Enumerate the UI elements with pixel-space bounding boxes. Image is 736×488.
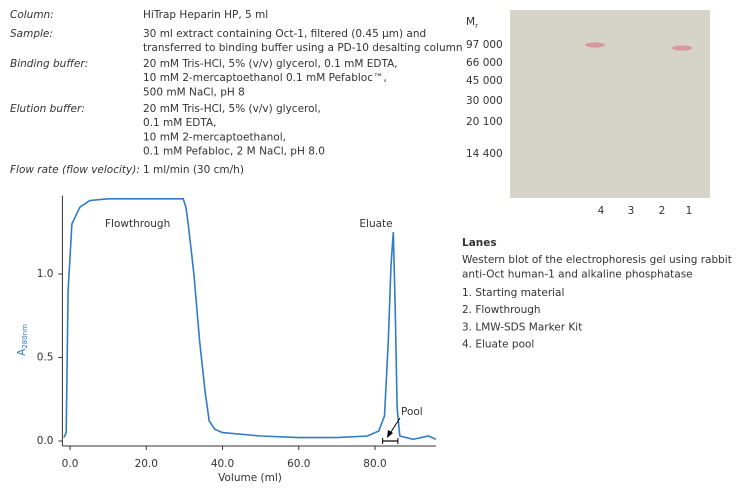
x-tick-label: 60.0 [287,458,310,470]
lane-label: 3 [628,205,635,217]
condition-label: Binding buffer: [10,58,88,70]
condition-value: 10 mM 2-mercaptoethanol 0.1 mM Pefabloc™… [143,72,387,84]
mr-sub: r [475,22,478,30]
lane-label: 1 [686,205,693,217]
condition-value: 10 mM 2-mercaptoethanol, [143,131,286,143]
marker-label: 14 400 [466,148,503,160]
pool-label: Pool [401,406,423,418]
band [585,42,605,48]
condition-value: 1 ml/min (30 cm/h) [143,164,244,176]
x-tick-label: 40.0 [211,458,234,470]
condition-value: transferred to binding buffer using a PD… [143,42,463,54]
condition-label: Flow rate (flow velocity): [10,164,140,176]
y-tick-label: 1.0 [37,268,54,280]
y-tick-label: 0.0 [37,435,54,447]
marker-label: 30 000 [466,95,503,107]
condition-value: HiTrap Heparin HP, 5 ml [143,9,268,21]
lanes-item: 3. LMW-SDS Marker Kit [462,321,582,333]
lane-label: 4 [598,205,605,217]
x-tick-label: 80.0 [363,458,386,470]
pool-arrowhead [387,430,393,438]
x-tick-label: 20.0 [135,458,158,470]
x-axis-label: Volume (ml) [218,472,282,484]
condition-label: Column: [10,9,54,21]
lanes-item: 4. Eluate pool [462,339,534,351]
x-tick-label: 0.0 [62,458,79,470]
condition-value: 20 mM Tris-HCl, 5% (v/v) glycerol, [143,103,321,115]
condition-value: 20 mM Tris-HCl, 5% (v/v) glycerol, 0.1 m… [143,58,398,70]
mr-text: M [466,16,475,28]
y-label-main: A [16,348,28,356]
lanes-desc: anti-Oct human-1 and alkaline phosphatas… [462,269,693,281]
mr-label: Mr [466,16,478,30]
lanes-item: 2. Flowthrough [462,304,541,316]
lanes-desc: Western blot of the electrophoresis gel … [462,254,732,266]
y-axis-label: A280nm [16,324,29,356]
lanes-title: Lanes [462,237,497,249]
condition-label: Sample: [10,28,53,40]
annotation: Flowthrough [105,218,170,230]
band [672,45,692,51]
y-label-sub: 280nm [21,324,29,349]
y-tick-label: 0.5 [37,351,54,363]
lane-label: 2 [659,205,666,217]
lanes-item: 1. Starting material [462,287,564,299]
marker-label: 66 000 [466,57,503,69]
condition-value: 500 mM NaCl, pH 8 [143,86,245,98]
annotation: Eluate [359,218,392,230]
condition-value: 0.1 mM EDTA, [143,117,217,129]
condition-value: 30 ml extract containing Oct-1, filtered… [143,28,426,40]
condition-value: 0.1 mM Pefabloc, 2 M NaCl, pH 8.0 [143,146,325,158]
chromatogram-line [63,198,437,441]
gel-image [510,10,710,198]
marker-label: 20 100 [466,116,503,128]
marker-label: 45 000 [466,75,503,87]
condition-label: Elution buffer: [10,103,85,115]
marker-label: 97 000 [466,39,503,51]
